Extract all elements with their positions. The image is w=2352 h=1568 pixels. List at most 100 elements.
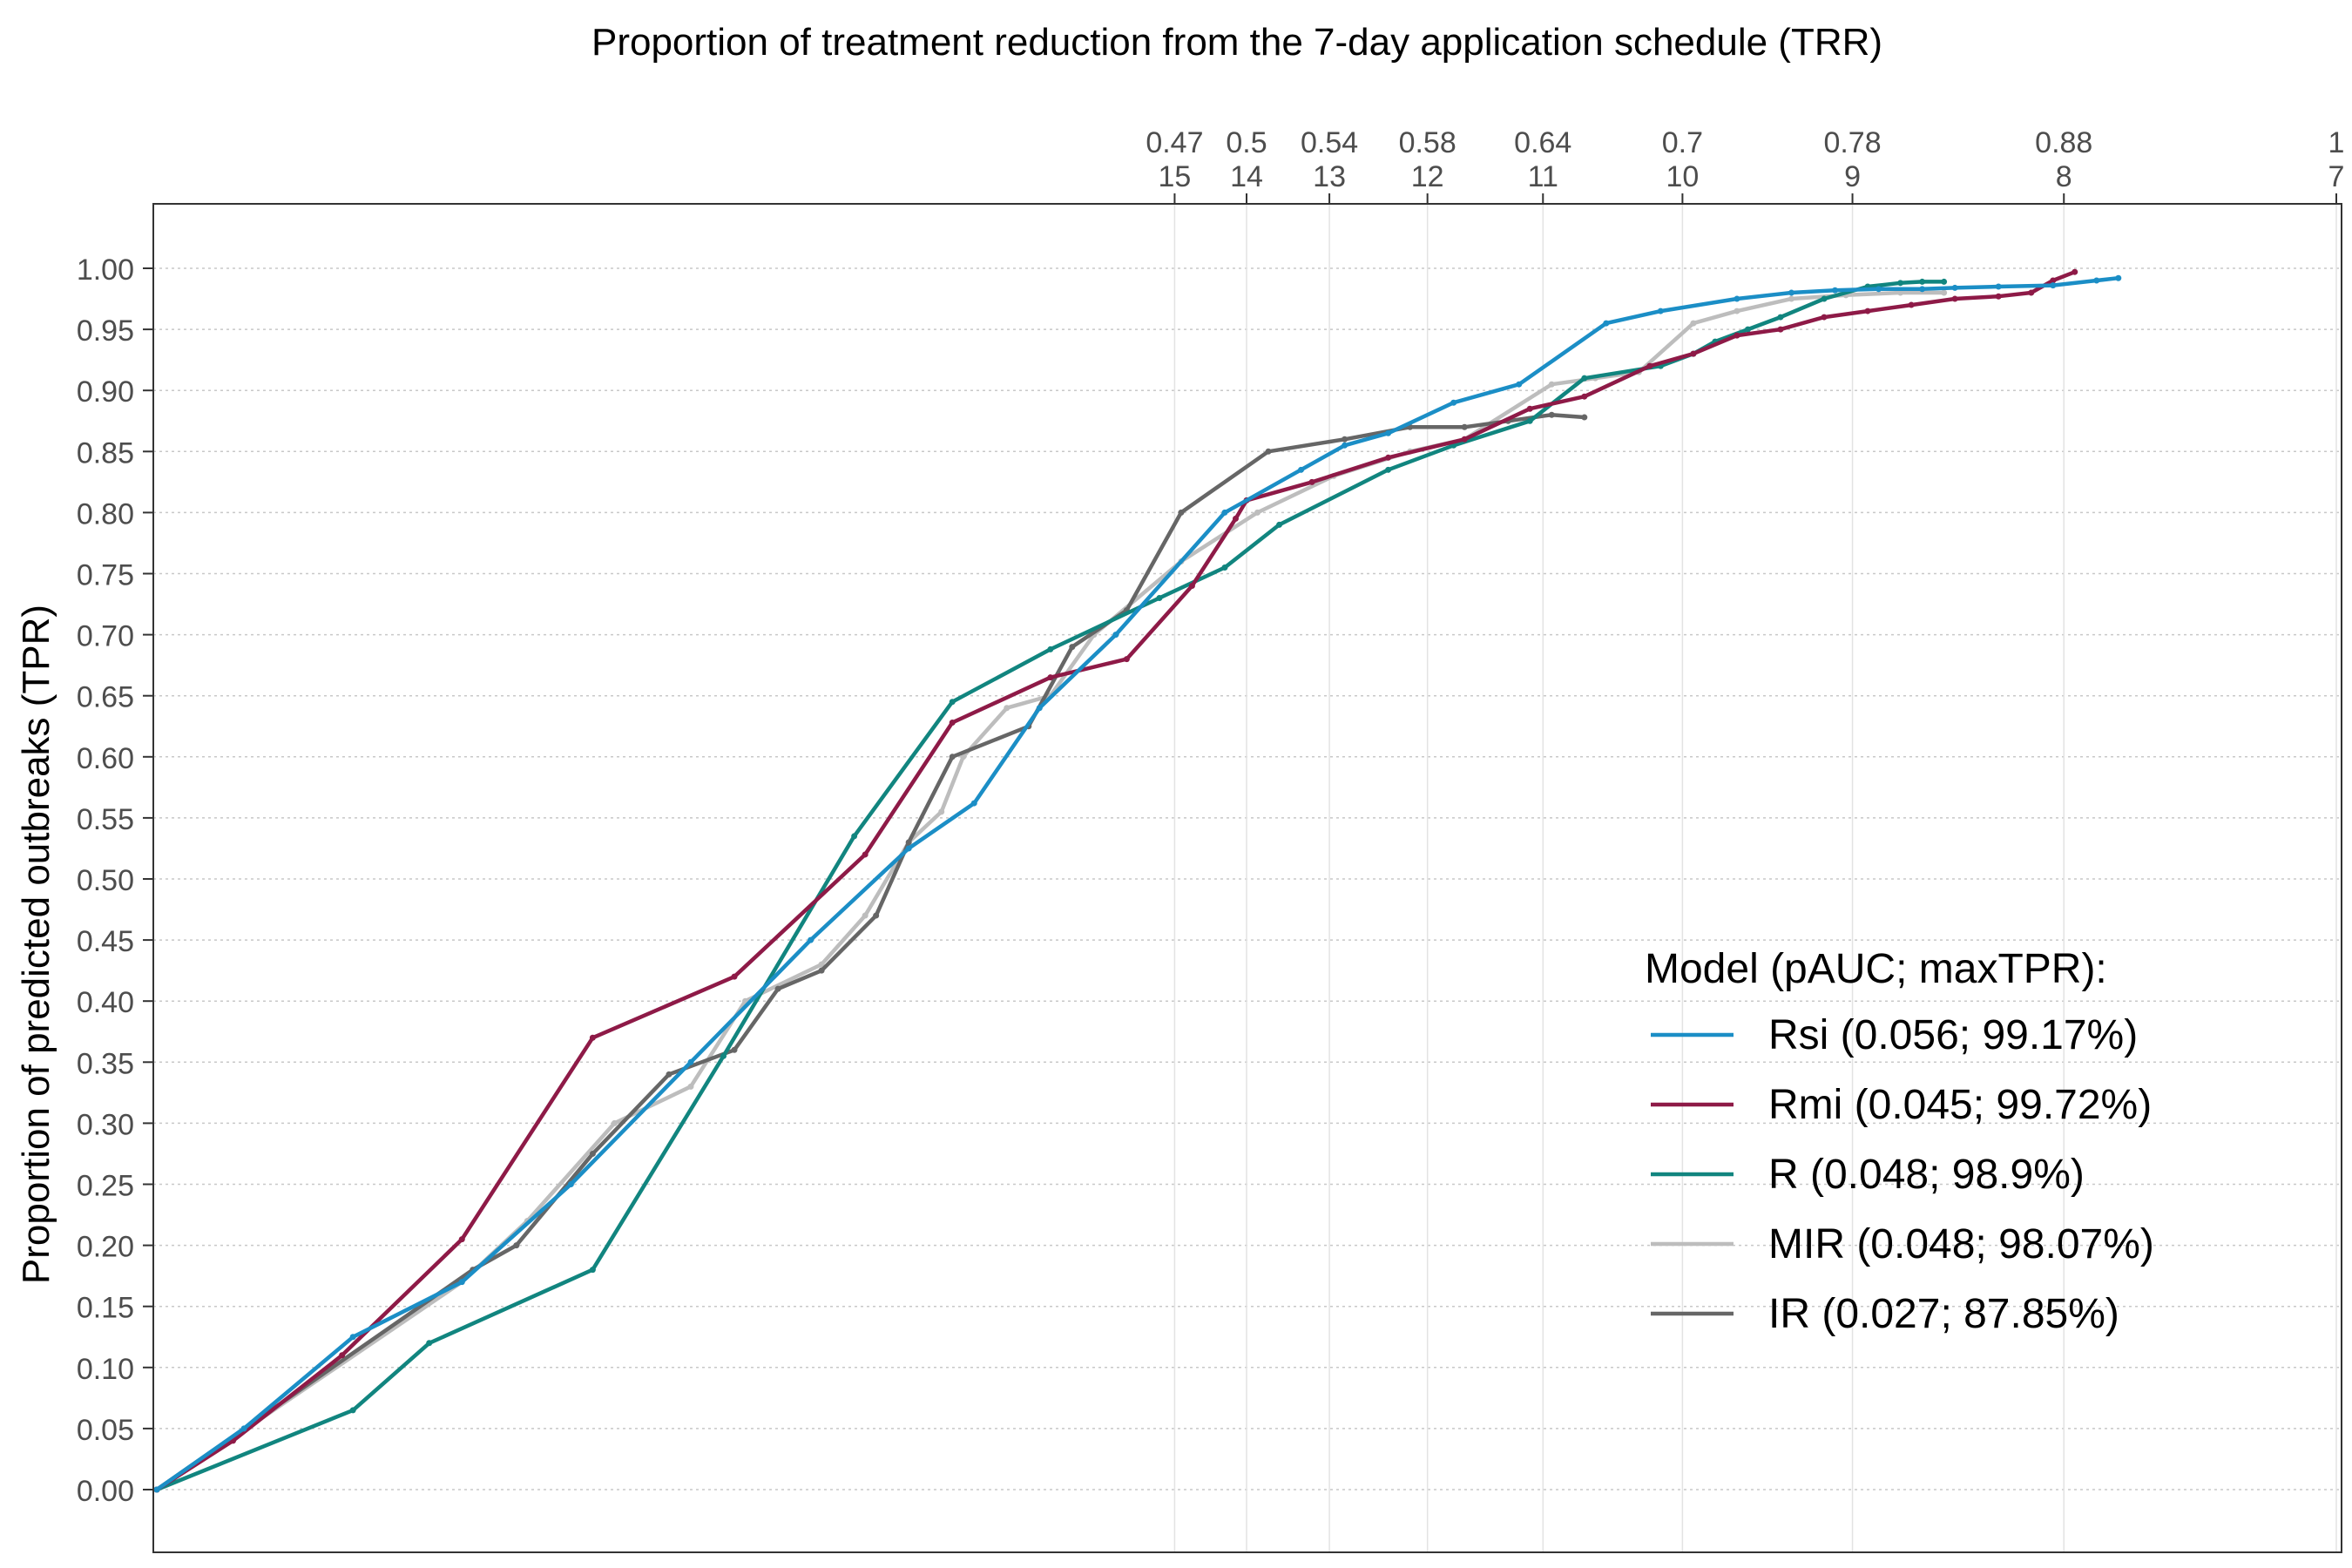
data-point bbox=[774, 985, 781, 992]
data-point bbox=[1581, 375, 1588, 382]
top-tick-trr-label: 1 bbox=[2328, 126, 2345, 159]
legend-label: MIR (0.048; 98.07%) bbox=[1768, 1221, 2154, 1267]
y-tick-label: 0.60 bbox=[77, 742, 134, 775]
grid-layer bbox=[153, 204, 2342, 1552]
legend-label: R (0.048; 98.9%) bbox=[1768, 1152, 2085, 1198]
data-point bbox=[949, 720, 956, 727]
data-point bbox=[513, 1242, 520, 1249]
data-point bbox=[666, 1071, 672, 1078]
data-point bbox=[1461, 436, 1468, 443]
y-axis: 0.00 0.05 0.10 0.15 0.20 0.25 0.30 0.35 0.40 0.45… bbox=[77, 253, 153, 1508]
data-point bbox=[905, 845, 912, 852]
data-point bbox=[1876, 286, 1882, 293]
data-point bbox=[611, 1119, 618, 1126]
data-point bbox=[1734, 308, 1740, 314]
top-tick-days-label: 11 bbox=[1528, 160, 1558, 193]
data-point bbox=[1821, 314, 1828, 321]
top-tick-days-label: 9 bbox=[1844, 160, 1861, 193]
data-point bbox=[2028, 289, 2035, 296]
legend-label: Rmi (0.045; 99.72%) bbox=[1768, 1082, 2152, 1128]
data-point bbox=[1744, 326, 1751, 333]
data-point bbox=[1385, 454, 1392, 461]
data-point bbox=[1821, 295, 1828, 302]
y-tick-label: 0.80 bbox=[77, 497, 134, 531]
data-point bbox=[1548, 381, 1555, 388]
data-point bbox=[1919, 278, 1926, 285]
y-tick-label: 0.70 bbox=[77, 620, 134, 653]
data-point bbox=[938, 808, 945, 815]
data-point bbox=[1069, 644, 1076, 651]
top-tick-days-label: 7 bbox=[2328, 160, 2345, 193]
data-point bbox=[1646, 362, 1653, 369]
data-point bbox=[1276, 521, 1283, 528]
data-point bbox=[970, 800, 977, 807]
plot-panel-border bbox=[152, 203, 2342, 1553]
series-line bbox=[154, 412, 1587, 1492]
data-point bbox=[1232, 515, 1239, 522]
data-point bbox=[1450, 399, 1457, 406]
y-axis-label: Proportion of predicted outbreaks (TPR) bbox=[15, 605, 57, 1284]
y-tick-label: 0.00 bbox=[77, 1475, 134, 1508]
data-point bbox=[1178, 509, 1185, 516]
data-point bbox=[1342, 442, 1348, 449]
y-tick-label: 0.35 bbox=[77, 1047, 134, 1080]
data-point bbox=[1581, 393, 1588, 400]
data-point bbox=[1156, 595, 1163, 602]
data-point bbox=[1221, 564, 1228, 571]
data-point bbox=[808, 936, 814, 943]
data-point bbox=[458, 1279, 465, 1286]
data-point bbox=[1777, 326, 1784, 333]
y-tick-label: 0.05 bbox=[77, 1414, 134, 1447]
data-point bbox=[1221, 509, 1228, 516]
data-point bbox=[1526, 417, 1533, 424]
data-point bbox=[2050, 277, 2057, 284]
data-point bbox=[1603, 320, 1610, 327]
y-tick-label: 0.40 bbox=[77, 986, 134, 1019]
data-point bbox=[567, 1181, 574, 1187]
data-point bbox=[1526, 405, 1533, 412]
y-tick-label: 0.45 bbox=[77, 925, 134, 958]
series-line bbox=[154, 290, 1946, 1492]
series-layer bbox=[153, 268, 2122, 1493]
data-point bbox=[349, 1407, 356, 1414]
data-point bbox=[153, 1486, 160, 1493]
y-tick-label: 0.15 bbox=[77, 1292, 134, 1325]
legend-items: Rsi (0.056; 99.17%) Rmi (0.045; 99.72%) R … bbox=[1651, 1012, 2154, 1337]
top-tick-trr-label: 0.58 bbox=[1399, 126, 1456, 159]
data-point bbox=[1897, 289, 1904, 296]
y-tick-label: 0.95 bbox=[77, 314, 134, 348]
data-point bbox=[1004, 705, 1010, 712]
data-point bbox=[1995, 293, 2002, 300]
data-point bbox=[1734, 295, 1740, 302]
top-tick-days-label: 10 bbox=[1666, 160, 1699, 193]
top-tick-trr-label: 0.54 bbox=[1301, 126, 1358, 159]
data-point bbox=[949, 699, 956, 706]
data-point bbox=[905, 839, 912, 846]
top-tick-days-label: 14 bbox=[1230, 160, 1263, 193]
data-point bbox=[1995, 283, 2002, 290]
data-point bbox=[2050, 282, 2057, 289]
top-tick-days-label: 8 bbox=[2056, 160, 2072, 193]
data-point bbox=[1548, 411, 1555, 418]
data-point bbox=[1581, 414, 1588, 421]
data-point bbox=[2093, 277, 2100, 284]
data-point bbox=[862, 912, 868, 919]
y-tick-label: 0.85 bbox=[77, 436, 134, 470]
data-point bbox=[731, 1046, 738, 1053]
top-tick-days-label: 13 bbox=[1313, 160, 1346, 193]
data-point bbox=[1908, 301, 1915, 308]
data-point bbox=[1864, 308, 1871, 314]
y-tick-label: 0.90 bbox=[77, 375, 134, 409]
y-tick-label: 0.75 bbox=[77, 559, 134, 592]
y-tick-label: 1.00 bbox=[77, 253, 134, 287]
data-point bbox=[1919, 286, 1926, 293]
data-point bbox=[1112, 632, 1119, 639]
top-tick-trr-label: 0.64 bbox=[1514, 126, 1571, 159]
data-point bbox=[731, 973, 738, 980]
data-point bbox=[1188, 583, 1195, 590]
data-point bbox=[1951, 295, 1958, 302]
data-point bbox=[1308, 478, 1315, 485]
top-tick-trr-label: 0.88 bbox=[2035, 126, 2092, 159]
